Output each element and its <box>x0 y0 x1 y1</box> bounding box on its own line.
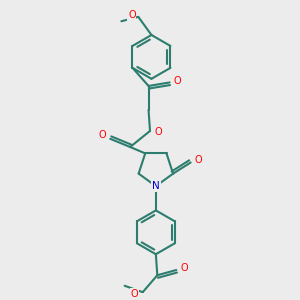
Text: O: O <box>128 11 136 20</box>
Text: O: O <box>195 155 202 165</box>
Text: O: O <box>154 128 162 137</box>
Text: O: O <box>174 76 181 86</box>
Text: O: O <box>131 289 138 298</box>
Text: O: O <box>98 130 106 140</box>
Text: O: O <box>180 263 188 273</box>
Text: N: N <box>152 181 160 191</box>
